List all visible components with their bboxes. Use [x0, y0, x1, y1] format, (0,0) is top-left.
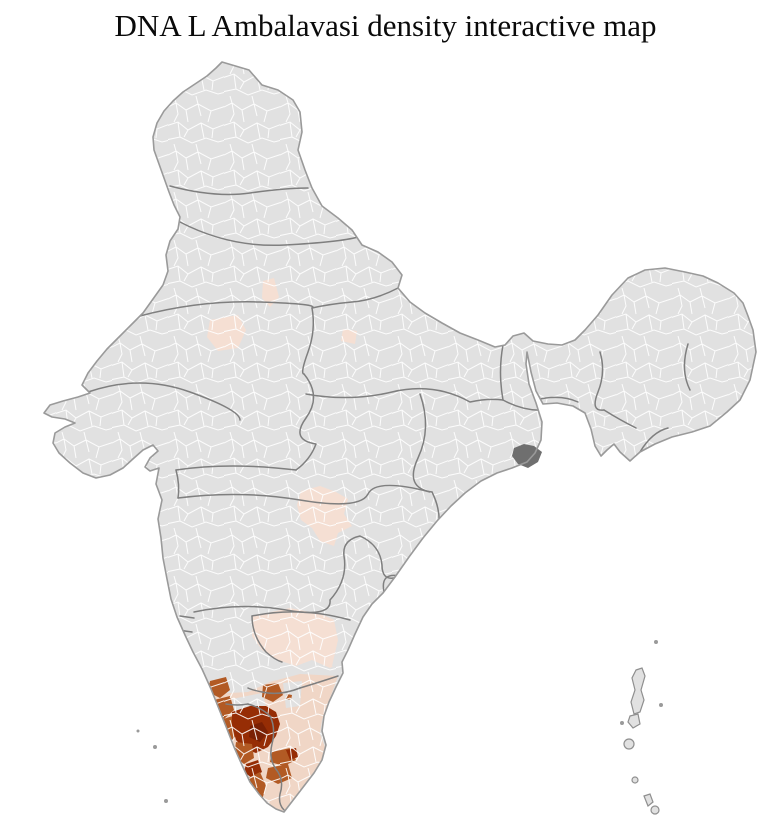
map-title: DNA L Ambalavasi density interactive map — [114, 8, 657, 43]
andaman-nicobar-islands[interactable] — [620, 640, 663, 815]
sundarbans-delta[interactable] — [512, 444, 542, 468]
lakshadweep-islands[interactable] — [136, 729, 169, 804]
